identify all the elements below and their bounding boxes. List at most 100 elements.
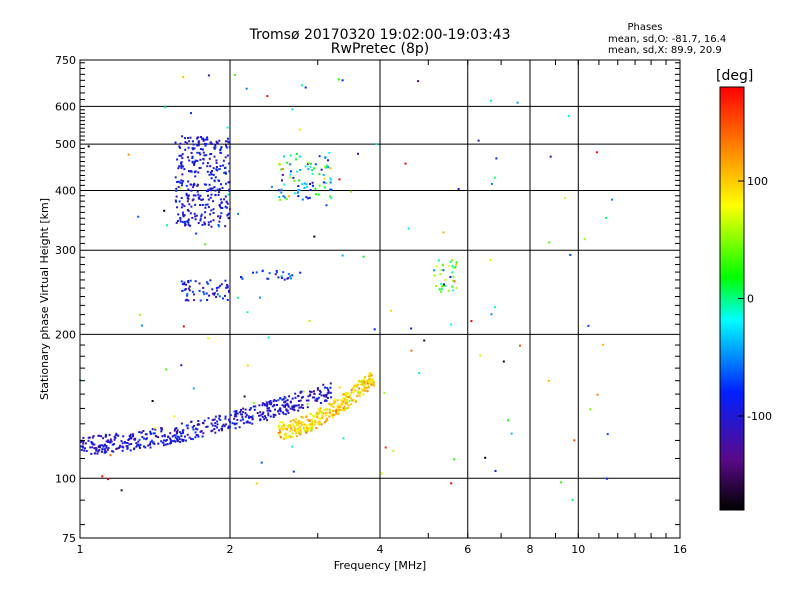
data-point xyxy=(218,429,220,432)
data-point xyxy=(318,411,321,414)
data-point xyxy=(220,201,223,204)
data-point xyxy=(308,390,311,393)
data-point xyxy=(225,200,228,203)
data-point xyxy=(451,285,454,288)
data-point xyxy=(223,171,226,174)
data-point xyxy=(353,390,356,393)
data-point xyxy=(225,206,228,209)
data-point xyxy=(224,156,227,159)
data-point xyxy=(216,426,218,429)
data-point xyxy=(278,163,281,166)
data-point xyxy=(292,470,295,473)
data-point xyxy=(259,418,262,421)
data-point xyxy=(113,436,116,438)
data-point xyxy=(196,434,199,437)
data-point xyxy=(144,446,147,449)
data-point xyxy=(259,414,262,417)
data-point xyxy=(105,446,108,449)
x-tick-label: 2 xyxy=(227,543,234,556)
data-point xyxy=(123,441,126,443)
data-point xyxy=(187,287,190,290)
data-point xyxy=(587,324,590,327)
data-point xyxy=(314,187,317,190)
data-point xyxy=(350,388,353,391)
data-point xyxy=(366,389,369,392)
data-point xyxy=(209,171,212,174)
data-point xyxy=(365,386,368,389)
colorbar-tick-label: 100 xyxy=(747,175,768,188)
data-point xyxy=(187,146,190,149)
data-point xyxy=(211,424,214,427)
grid-lines xyxy=(80,60,680,538)
data-point xyxy=(362,255,365,258)
data-point xyxy=(193,147,196,150)
data-point xyxy=(291,428,294,431)
data-point xyxy=(174,427,177,430)
data-point xyxy=(216,142,218,145)
data-point xyxy=(319,402,322,404)
data-point xyxy=(304,86,307,89)
data-point xyxy=(182,165,185,168)
data-point xyxy=(300,424,303,427)
data-point xyxy=(441,263,444,266)
data-point xyxy=(357,383,360,386)
data-point xyxy=(215,287,218,289)
data-point xyxy=(319,391,322,394)
data-point xyxy=(291,432,294,435)
data-point xyxy=(293,406,296,409)
data-point xyxy=(210,209,213,212)
data-point xyxy=(251,415,254,418)
data-point xyxy=(330,396,333,399)
data-point xyxy=(83,449,86,452)
data-point xyxy=(287,411,290,414)
data-point xyxy=(305,399,308,402)
data-point xyxy=(186,142,189,145)
data-point xyxy=(182,213,185,216)
data-point xyxy=(202,139,205,142)
data-point xyxy=(297,409,300,412)
data-point xyxy=(300,421,303,423)
data-point xyxy=(287,405,290,408)
data-point xyxy=(185,192,188,195)
data-point xyxy=(184,299,187,302)
data-point xyxy=(225,182,227,185)
data-point xyxy=(202,137,204,140)
data-point xyxy=(213,293,216,296)
data-point xyxy=(298,400,301,402)
data-point xyxy=(295,424,298,427)
data-point xyxy=(305,431,307,434)
data-point xyxy=(231,422,234,425)
data-point xyxy=(113,443,115,446)
data-point xyxy=(199,153,202,156)
data-point xyxy=(189,170,192,173)
data-point xyxy=(356,395,359,398)
data-point xyxy=(433,269,436,272)
data-point xyxy=(213,147,216,150)
data-point xyxy=(221,429,223,432)
data-point xyxy=(280,277,283,279)
data-point xyxy=(263,403,266,405)
data-point xyxy=(155,435,158,438)
data-point xyxy=(189,224,192,227)
data-point xyxy=(201,204,204,206)
data-point xyxy=(252,271,254,274)
data-point xyxy=(254,405,257,408)
data-point xyxy=(611,198,614,201)
data-point xyxy=(340,402,343,405)
data-point xyxy=(187,137,190,139)
data-point xyxy=(228,180,231,183)
data-point xyxy=(199,204,202,206)
data-point xyxy=(202,162,205,165)
data-point xyxy=(261,413,264,416)
data-point xyxy=(348,404,351,407)
data-point xyxy=(280,188,283,191)
data-point xyxy=(138,445,141,448)
data-point xyxy=(453,458,456,461)
data-point xyxy=(273,399,276,401)
data-point xyxy=(191,147,194,150)
data-point xyxy=(477,139,480,142)
data-point xyxy=(177,167,180,170)
data-point xyxy=(235,422,238,425)
data-point xyxy=(261,415,264,418)
data-point xyxy=(105,440,108,443)
